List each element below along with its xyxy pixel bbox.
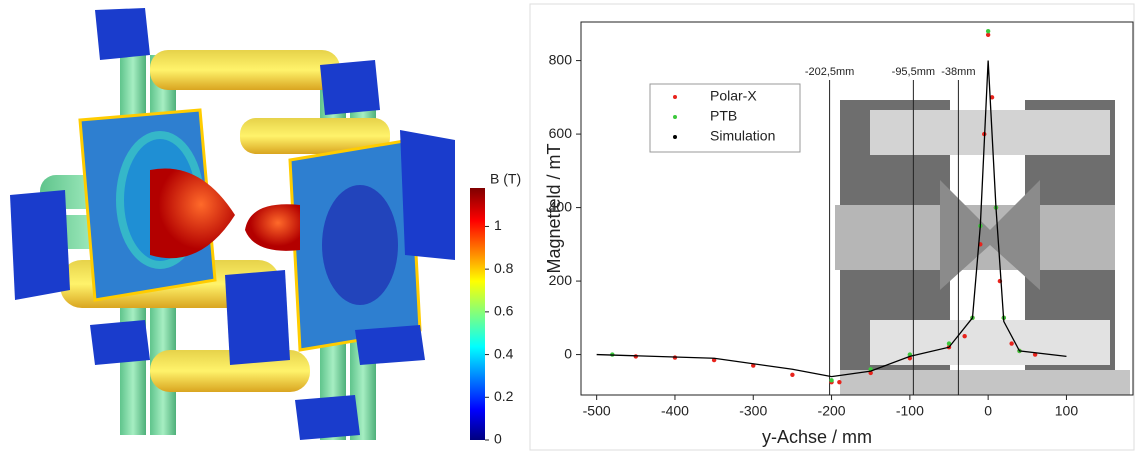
colorbar-tick-label: 0.6 <box>494 303 514 319</box>
y-tick-label: 200 <box>549 272 573 288</box>
data-point <box>985 28 991 34</box>
x-tick-label: 100 <box>1055 403 1079 419</box>
x-axis-title: y-Achse / mm <box>762 427 872 447</box>
x-tick-label: -400 <box>661 403 689 419</box>
reference-label: -202,5mm <box>805 66 855 78</box>
colorbar-tick-label: 0.4 <box>494 345 514 361</box>
y-tick-label: 600 <box>549 125 573 141</box>
x-tick-label: 0 <box>984 403 992 419</box>
data-point <box>829 378 834 383</box>
reference-label: -95,5mm <box>892 66 935 78</box>
colorbar-tick-label: 0.8 <box>494 260 514 276</box>
magnet-render <box>10 8 455 440</box>
legend-label: Simulation <box>710 128 775 144</box>
data-point <box>962 334 967 339</box>
panel-border <box>529 3 1135 451</box>
apparatus-overlay <box>835 100 1130 395</box>
x-tick-label: -500 <box>583 403 611 419</box>
reference-label: -38mm <box>941 66 975 78</box>
data-point <box>1009 341 1014 346</box>
x-tick-label: -100 <box>896 403 924 419</box>
data-point <box>790 372 795 377</box>
colorbar-title: B (T) <box>490 171 521 187</box>
legend-marker <box>673 115 677 119</box>
data-point <box>946 341 952 346</box>
data-point <box>837 379 842 385</box>
legend-marker <box>673 95 677 99</box>
data-line <box>596 60 1067 378</box>
data-point <box>989 95 995 100</box>
y-tick-label: 0 <box>564 345 572 361</box>
plot-frame <box>580 21 1134 396</box>
y-tick-label: 400 <box>549 198 573 214</box>
data-point <box>985 32 991 38</box>
x-tick-label: -300 <box>739 403 767 419</box>
colorbar-tick-label: 0 <box>494 431 502 447</box>
legend-marker <box>673 135 677 139</box>
x-tick-label: -200 <box>818 403 846 419</box>
legend-label: Polar-X <box>710 88 757 104</box>
colorbar-tick-label: 1 <box>494 217 502 233</box>
y-tick-label: 800 <box>549 51 573 67</box>
colorbar-tick-label: 0.2 <box>494 388 514 404</box>
legend-label: PTB <box>710 108 737 124</box>
y-axis-title: Magnetfeld / mT <box>544 143 564 273</box>
colorbar <box>470 188 485 440</box>
